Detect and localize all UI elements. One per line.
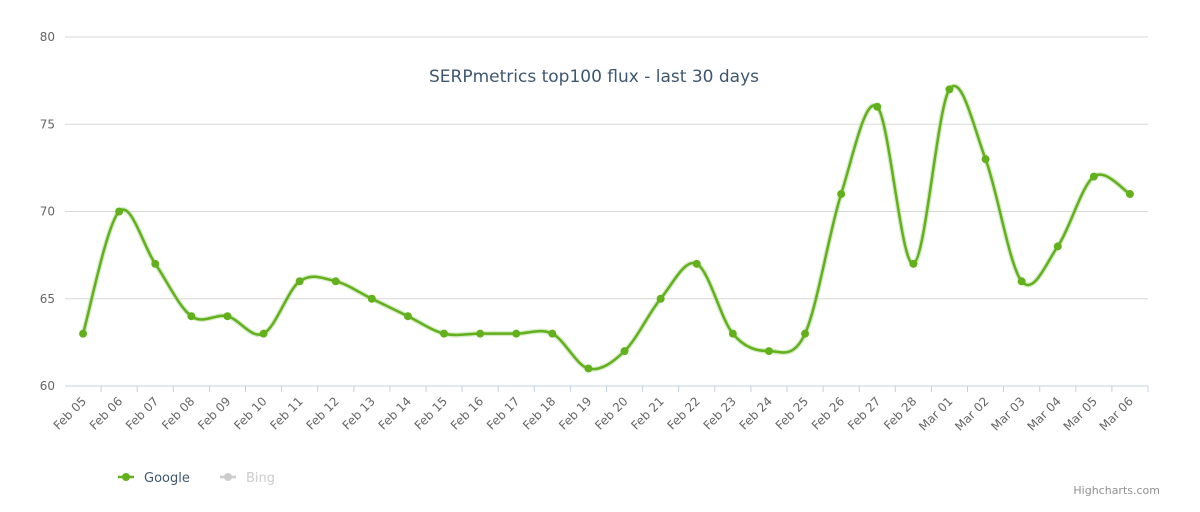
x-tick-label: Feb 16	[448, 394, 486, 432]
data-point[interactable]	[1017, 277, 1026, 286]
legend-label: Bing	[246, 471, 275, 486]
x-tick-label: Feb 09	[195, 394, 233, 432]
y-tick-label: 65	[40, 292, 55, 306]
x-tick-label: Feb 10	[231, 394, 269, 432]
data-point[interactable]	[1125, 190, 1134, 199]
data-point[interactable]	[512, 329, 521, 338]
x-tick-label: Mar 05	[1061, 394, 1100, 433]
data-point[interactable]	[1053, 242, 1062, 251]
x-tick-label: Feb 25	[773, 394, 811, 432]
x-tick-label: Feb 19	[556, 394, 594, 432]
data-point[interactable]	[548, 329, 557, 338]
data-point[interactable]	[945, 85, 954, 94]
x-tick-label: Mar 03	[988, 394, 1027, 433]
data-point[interactable]	[79, 329, 88, 338]
x-tick-label: Feb 08	[159, 394, 197, 432]
data-point[interactable]	[801, 329, 810, 338]
data-point[interactable]	[403, 312, 412, 321]
x-tick-label: Feb 06	[87, 394, 125, 432]
legend-item-google[interactable]: Google	[118, 471, 190, 486]
data-point[interactable]	[584, 364, 593, 373]
x-tick-label: Mar 04	[1024, 394, 1063, 433]
x-tick-label: Feb 28	[881, 394, 919, 432]
x-tick-label: Feb 11	[267, 394, 305, 432]
data-point[interactable]	[187, 312, 196, 321]
data-point[interactable]	[331, 277, 340, 286]
x-tick-label: Feb 27	[845, 394, 883, 432]
legend-item-bing[interactable]: Bing	[220, 471, 275, 486]
series-google-halo	[80, 83, 1133, 372]
x-tick-label: Feb 24	[737, 394, 775, 432]
y-axis: 60 65 70 75 80	[40, 30, 55, 393]
y-tick-label: 70	[40, 205, 55, 219]
x-tick-label: Feb 13	[340, 394, 378, 432]
data-point[interactable]	[295, 277, 304, 286]
legend-symbol-marker	[224, 473, 232, 481]
data-point[interactable]	[223, 312, 232, 321]
credits-link[interactable]: Highcharts.com	[1073, 484, 1160, 497]
data-point[interactable]	[367, 294, 376, 303]
legend-symbol-marker	[122, 473, 130, 481]
y-tick-label: 60	[40, 379, 55, 393]
x-tick-label: Feb 17	[484, 394, 522, 432]
x-tick-label: Feb 18	[520, 394, 558, 432]
data-point[interactable]	[692, 259, 701, 268]
data-point[interactable]	[620, 347, 629, 356]
data-point[interactable]	[764, 347, 773, 356]
data-point[interactable]	[259, 329, 268, 338]
data-point[interactable]	[728, 329, 737, 338]
grid-lines	[65, 36, 1148, 300]
x-tick-label: Feb 07	[123, 394, 161, 432]
y-tick-label: 75	[40, 117, 55, 131]
x-tick-label: Feb 12	[303, 394, 341, 432]
x-tick-label: Feb 15	[412, 394, 450, 432]
data-point[interactable]	[1089, 172, 1098, 181]
legend-label: Google	[144, 471, 190, 486]
data-point[interactable]	[151, 259, 160, 268]
data-point[interactable]	[476, 329, 485, 338]
x-tick-label: Feb 23	[701, 394, 739, 432]
series-layer	[79, 83, 1134, 373]
data-point[interactable]	[909, 259, 918, 268]
x-tick-label: Feb 14	[376, 394, 414, 432]
data-point[interactable]	[981, 155, 990, 164]
data-point[interactable]	[873, 102, 882, 111]
x-tick-label: Feb 26	[809, 394, 847, 432]
y-tick-label: 80	[40, 30, 55, 44]
x-tick-label: Feb 21	[628, 394, 666, 432]
x-tick-label: Mar 06	[1097, 394, 1136, 433]
x-tick-label: Mar 02	[952, 394, 991, 433]
chart-title: SERPmetrics top100 flux - last 30 days	[429, 67, 759, 87]
data-point[interactable]	[837, 190, 846, 199]
x-tick-label: Mar 01	[916, 394, 955, 433]
x-tick-label: Feb 05	[51, 394, 89, 432]
data-point[interactable]	[115, 207, 124, 216]
x-tick-label: Feb 20	[592, 394, 630, 432]
data-point[interactable]	[440, 329, 449, 338]
x-tick-label: Feb 22	[664, 394, 702, 432]
data-point[interactable]	[656, 294, 665, 303]
legend: Google Bing	[118, 471, 275, 486]
